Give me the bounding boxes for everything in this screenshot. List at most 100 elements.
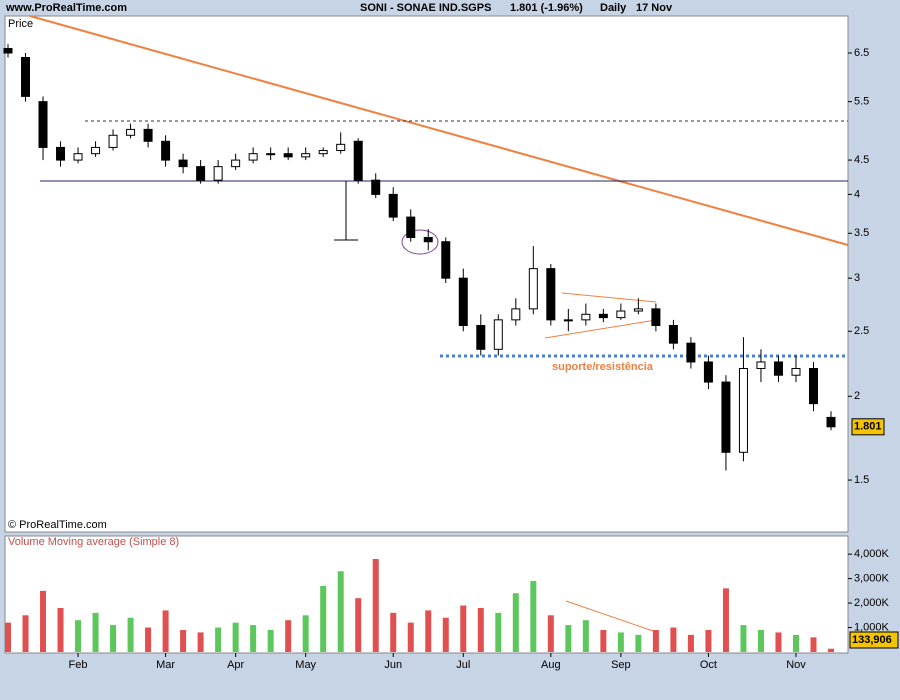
- x-tick-label: Mar: [156, 659, 175, 671]
- price-panel: [4, 15, 849, 533]
- volume-bar: [828, 648, 834, 652]
- candle-body: [353, 140, 363, 181]
- last-value-box: [849, 631, 899, 649]
- volume-bar: [600, 629, 607, 652]
- candle-body: [686, 342, 696, 363]
- volume-bar: [302, 615, 309, 652]
- candle-body: [633, 308, 643, 312]
- x-tick-label: Aug: [541, 659, 561, 671]
- volume-bar: [320, 585, 327, 652]
- candle-body: [721, 381, 731, 453]
- candle-body: [826, 416, 836, 428]
- volume-bar: [425, 610, 432, 652]
- candle-body: [528, 268, 538, 310]
- volume-bar: [145, 627, 152, 652]
- volume-bar: [775, 632, 782, 652]
- volume-bar: [670, 627, 677, 652]
- candle-body: [56, 146, 66, 161]
- x-tick-label: Apr: [227, 659, 244, 671]
- candle-body: [773, 361, 783, 376]
- volume-bar: [810, 637, 817, 652]
- volume-bar: [652, 629, 659, 652]
- candle-body: [756, 361, 766, 370]
- drawings: [29, 15, 849, 633]
- volume-bar: [5, 622, 11, 652]
- candle-body: [406, 216, 416, 238]
- candle-body: [108, 134, 118, 148]
- candle-body: [91, 146, 101, 155]
- candle-body: [476, 325, 486, 350]
- candle-body: [791, 368, 801, 376]
- y-tick-label: 5.5: [854, 96, 869, 108]
- last-value: 1.801: [854, 421, 882, 433]
- candle-body: [423, 236, 433, 243]
- symbol: SONI - SONAE IND.SGPS: [360, 2, 491, 14]
- candle-body: [598, 313, 608, 319]
- volume-bar: [477, 607, 484, 652]
- candle-body: [651, 308, 661, 327]
- volume-bar: [512, 593, 519, 652]
- volume-bar: [390, 612, 397, 652]
- volume-bar: [92, 612, 99, 652]
- x-tick-label: Feb: [69, 659, 88, 671]
- date: 17 Nov: [636, 2, 673, 14]
- volume-bar: [162, 610, 169, 652]
- candle-body: [546, 268, 556, 321]
- volume-trendline: [565, 600, 657, 633]
- x-tick-label: Sep: [611, 659, 631, 671]
- last-value: 133,906: [852, 634, 892, 646]
- candle-body: [301, 153, 311, 158]
- candle-body: [196, 166, 206, 181]
- volume-bar: [372, 559, 379, 652]
- panel-title: Price: [8, 18, 33, 30]
- candle-body: [371, 179, 381, 195]
- volume-bar: [127, 617, 134, 652]
- volume-bar: [75, 620, 82, 652]
- candle-body: [668, 325, 678, 344]
- volume-bar: [705, 629, 712, 652]
- trendline: [29, 15, 849, 246]
- volume-bar: [757, 629, 764, 652]
- candle-body: [283, 153, 293, 158]
- y-tick-label: 2: [854, 390, 860, 402]
- volume-bar: [40, 590, 47, 652]
- volume-bar: [740, 625, 747, 652]
- candle-body: [738, 368, 748, 453]
- x-tick-label: Nov: [786, 659, 806, 671]
- annotation: suporte/resistência: [552, 361, 654, 373]
- candle-body: [581, 313, 591, 321]
- x-tick-label: Jun: [384, 659, 402, 671]
- volume-bar: [267, 629, 274, 652]
- y-tick-label: 2,000K: [854, 597, 890, 609]
- x-tick-label: May: [295, 659, 316, 671]
- x-tick-label: Jul: [456, 659, 470, 671]
- candle-body: [213, 166, 223, 181]
- volume-bar: [565, 625, 572, 652]
- volume-bar: [617, 632, 624, 652]
- candle-body: [248, 153, 258, 161]
- panel-title: Volume Moving average (Simple 8): [8, 536, 179, 548]
- triangle-line: [544, 319, 657, 339]
- candle-body: [178, 159, 188, 168]
- volume-bar: [722, 588, 729, 652]
- candle-body: [318, 150, 328, 155]
- volume-bar: [250, 625, 257, 652]
- volume-bar: [442, 617, 449, 652]
- y-tick-label: 6.5: [854, 47, 869, 59]
- y-tick-label: 1.5: [854, 474, 869, 486]
- volume-bar: [582, 620, 589, 652]
- highlight-ellipse: [401, 229, 439, 255]
- volume-bar: [687, 634, 694, 652]
- y-tick-label: 2.5: [854, 325, 869, 337]
- volume-bar: [792, 634, 799, 652]
- quote: 1.801 (-1.96%): [510, 2, 583, 14]
- source: © ProRealTime.com: [8, 519, 107, 531]
- candle-body: [38, 101, 48, 148]
- candle-body: [73, 153, 83, 161]
- y-tick-label: 4,000K: [854, 548, 890, 560]
- last-value-box: [851, 418, 885, 436]
- candle-body: [143, 128, 153, 142]
- site: www.ProRealTime.com: [5, 2, 127, 14]
- volume-bar: [232, 622, 239, 652]
